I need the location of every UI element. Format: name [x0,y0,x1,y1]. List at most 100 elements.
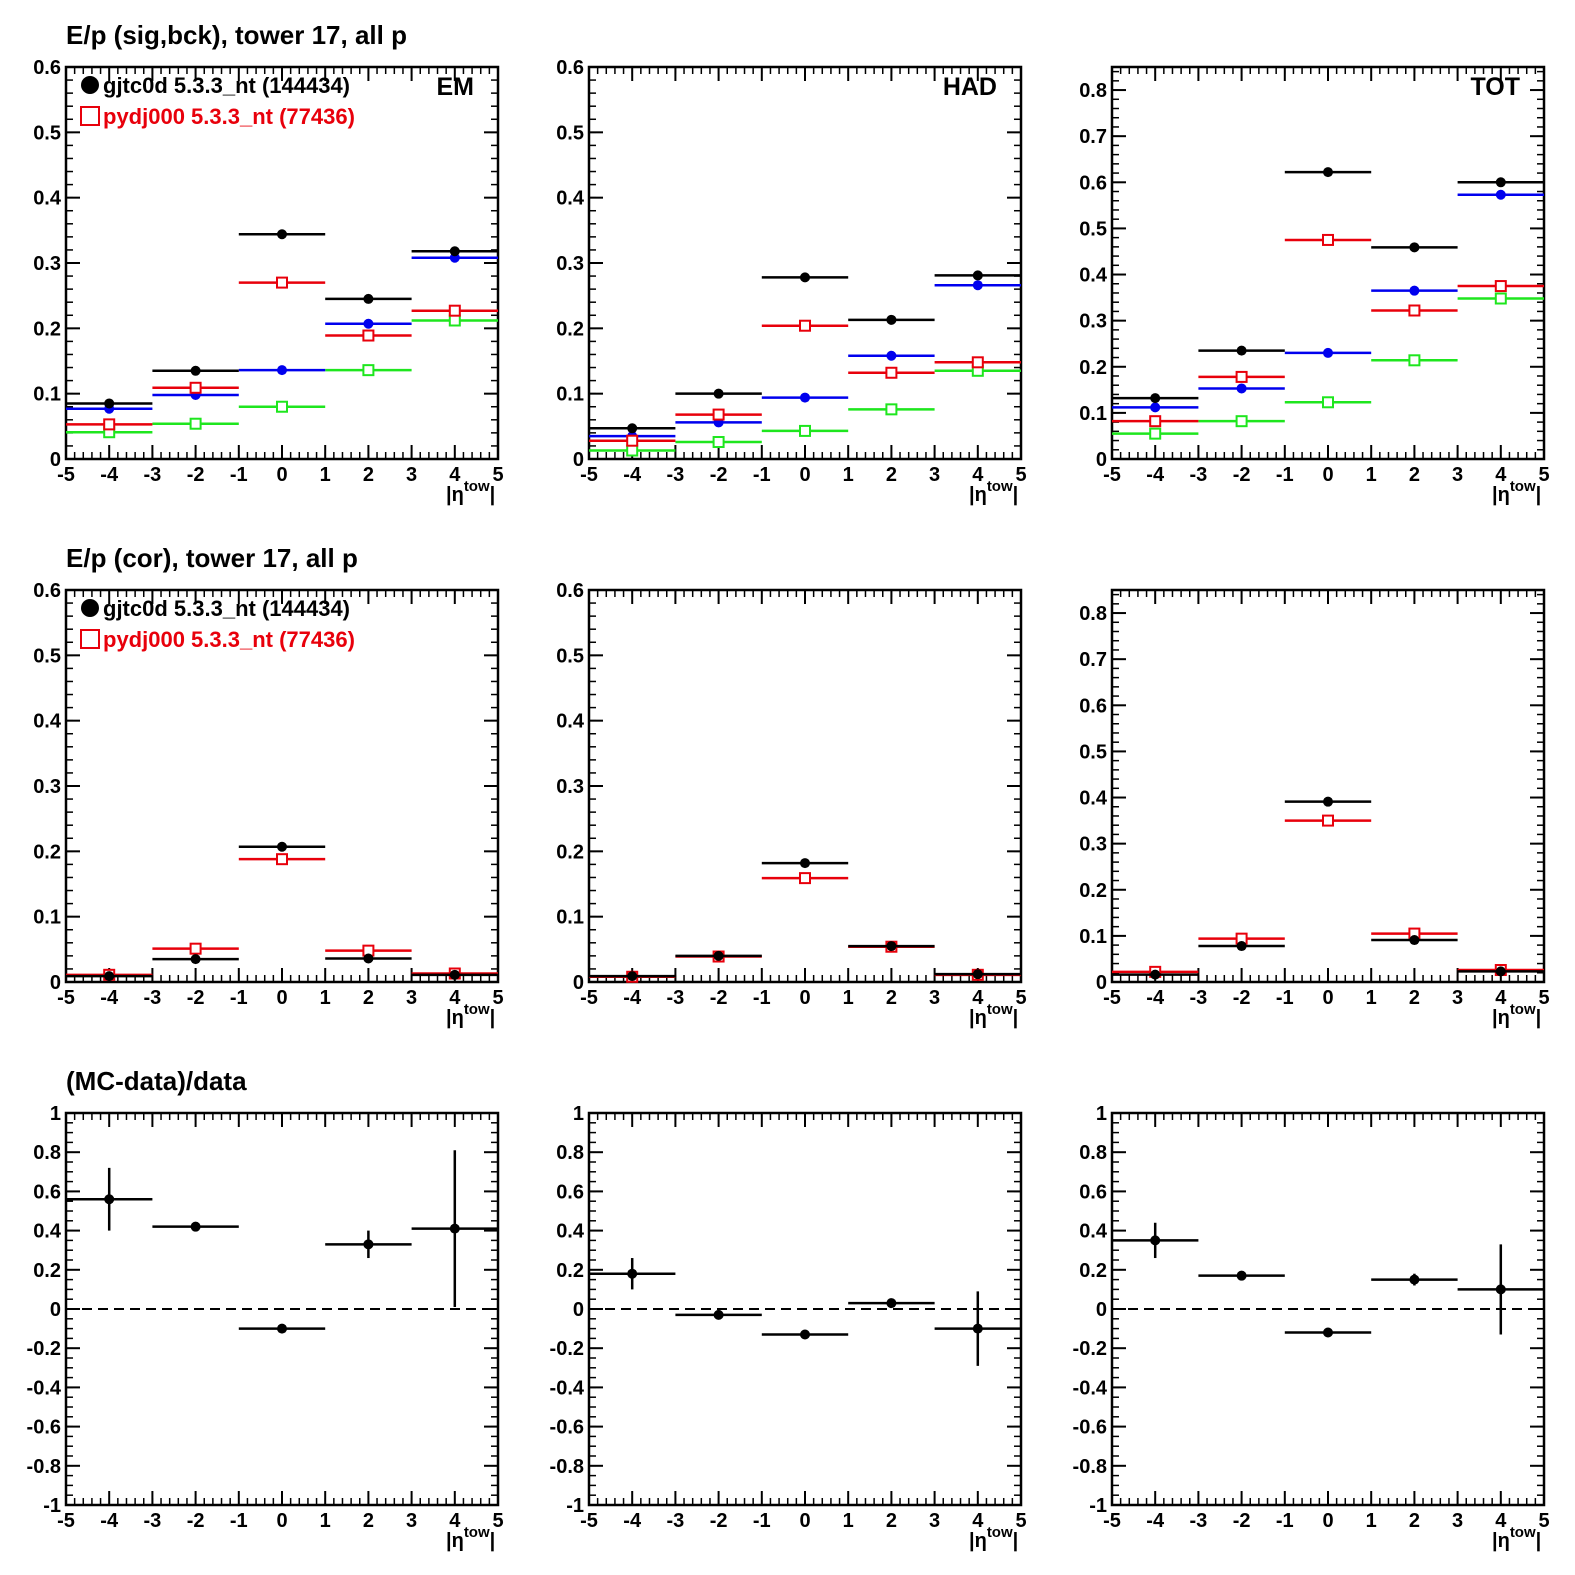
data-point [712,436,725,449]
data-point [1236,383,1247,394]
panel-em-sig-bck: 0 0.1 0.2 0.3 0.4 0.5 0.6 -5 -4 -3 -2 -1 0 1 2 3 4 5|ηtow… [33,57,503,506]
data-point [190,365,201,376]
x-axis-label: |ηtow| [446,1001,495,1029]
x-tick-label: 0 [799,464,810,486]
x-tick-label: 4 [449,987,461,1009]
y-tick-label: 0.7 [1079,126,1107,148]
y-tick-label: 0.7 [1079,649,1107,671]
x-tick-label: 5 [1538,464,1549,486]
x-tick-label: 0 [276,987,287,1009]
data-point [363,953,374,964]
y-tick-label: 0.8 [1079,603,1107,625]
y-tick-label: -0.8 [27,1456,61,1478]
y-tick-label: 1 [573,1103,584,1125]
y-tick-label: -0.2 [550,1338,584,1360]
x-tick-label: 3 [406,464,417,486]
y-tick-label: 0.3 [33,776,61,798]
x-tick-label: 5 [492,987,503,1009]
data-point [104,971,115,982]
x-tick-label: 3 [406,1510,417,1532]
x-tick-label: 4 [449,1510,461,1532]
y-tick-label: 0.3 [1079,311,1107,333]
x-tick-label: 3 [1452,987,1463,1009]
data-point [799,872,811,885]
data-point [1236,1270,1247,1281]
data-point [190,1221,201,1232]
y-tick-label: 0 [1096,1299,1107,1321]
panel-tot-ratio: -1 -0.8 -0.6 -0.4 -0.2 0 0.2 0.4 0.6 0.8 1 -5 -4 -3 -2… [1073,1103,1550,1552]
x-tick-label: -2 [710,987,728,1009]
y-tick-label: -0.6 [27,1417,61,1439]
y-tick-label: 0.5 [1079,741,1107,763]
data-point [1494,280,1507,293]
panel-tag-tot: TOT [1470,73,1520,101]
legend-label-data: gjtc0d 5.3.3_nt (144434) [103,596,350,621]
legend-label-data: gjtc0d 5.3.3_nt (144434) [103,73,350,98]
x-tick-label: -1 [1276,464,1294,486]
x-axis-label: |ηtow| [1492,478,1541,506]
data-point [799,424,811,437]
data-point [1322,233,1334,246]
data-point [448,314,461,327]
data-point [626,434,639,447]
x-tick-label: -1 [230,1510,248,1532]
x-tick-label: 0 [1322,464,1333,486]
y-tick-label: 0.1 [1079,926,1107,948]
data-point [1495,189,1506,200]
data-point [800,1329,810,1340]
data-point [1323,347,1333,358]
data-point [1150,969,1161,980]
panel-had-cor: 0 0.1 0.2 0.3 0.4 0.5 0.6 -5 -4 -3 -2 -1 0 1 2 3 4 5|ηtow… [556,580,1026,1029]
x-tick-label: 1 [1366,464,1377,486]
data-point [277,229,287,240]
y-tick-label: 0.1 [556,384,584,406]
y-tick-label: 0.6 [1079,1181,1107,1203]
data-point [1323,796,1333,807]
y-tick-label: 0.3 [556,776,584,798]
x-tick-label: -3 [144,464,162,486]
data-point [189,942,202,955]
x-tick-label: -2 [1233,1510,1251,1532]
x-tick-label: 5 [1538,1510,1549,1532]
y-tick-label: 0.6 [33,1181,61,1203]
x-tick-label: -2 [187,1510,205,1532]
x-tick-label: 2 [1409,1510,1420,1532]
y-tick-label: 0.5 [33,645,61,667]
y-tick-label: 0.1 [33,384,61,406]
data-point [362,364,375,377]
x-tick-label: -1 [753,464,771,486]
legend-marker-data [81,76,99,94]
x-tick-label: 0 [799,987,810,1009]
y-tick-label: 0 [573,449,584,471]
x-tick-label: 0 [1322,987,1333,1009]
x-tick-label: 4 [972,1510,984,1532]
panel-had-sig-bck: 0 0.1 0.2 0.3 0.4 0.5 0.6 -5 -4 -3 -2 -1 0 1 2 3 4 5|ηtow… [556,57,1026,506]
x-tick-label: 2 [1409,987,1420,1009]
x-tick-label: 1 [843,987,854,1009]
data-point [799,319,811,332]
x-tick-label: -5 [57,464,75,486]
y-tick-label: 0.4 [556,188,585,210]
data-point [276,400,288,413]
x-tick-label: -4 [623,1510,642,1532]
x-tick-label: -1 [1276,1510,1294,1532]
data-point [449,246,460,257]
x-tick-label: -4 [1146,464,1165,486]
x-tick-label: -2 [187,987,205,1009]
legend-marker-mc [80,629,100,649]
y-tick-label: 0.8 [33,1142,61,1164]
y-tick-label: 0.2 [556,1260,584,1282]
data-point [276,276,288,289]
x-tick-label: 2 [363,987,374,1009]
x-tick-label: -3 [1190,464,1208,486]
y-tick-label: 0.6 [556,57,584,79]
x-tick-label: -4 [100,464,119,486]
x-tick-label: -5 [580,1510,598,1532]
y-tick-label: 0.2 [1079,357,1107,379]
x-tick-label: 5 [1538,987,1549,1009]
y-tick-label: 0.2 [1079,1260,1107,1282]
data-point [1235,415,1248,428]
x-tick-label: -3 [667,1510,685,1532]
data-point [627,1268,638,1279]
